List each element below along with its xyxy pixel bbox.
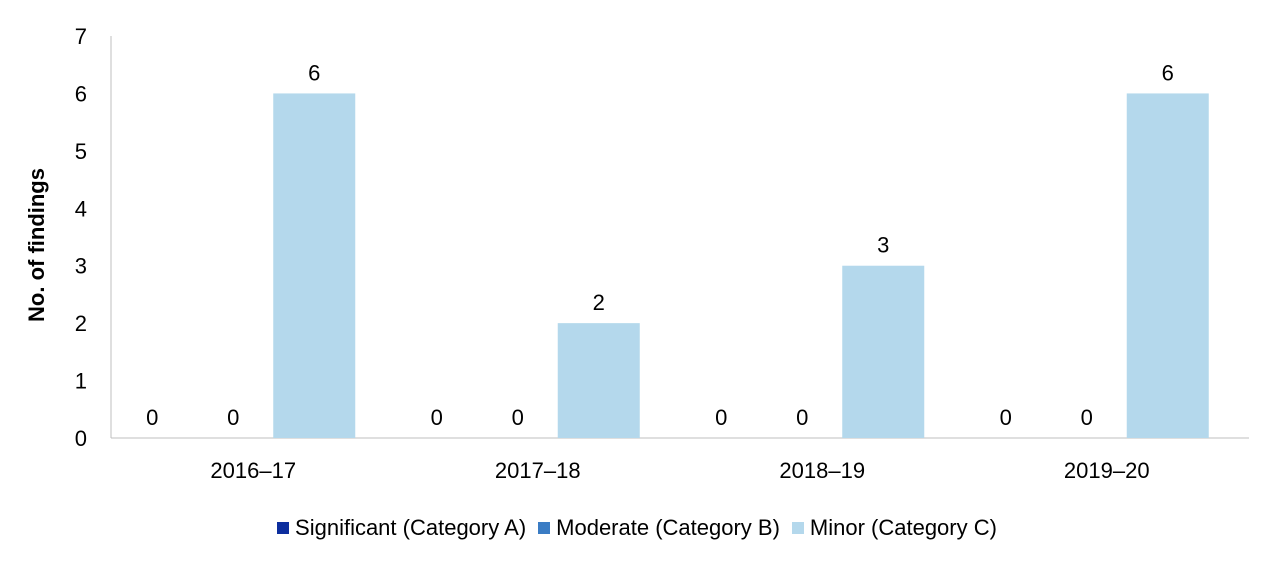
legend: Significant (Category A) Moderate (Catego… (0, 508, 1274, 548)
data-label: 6 (308, 60, 320, 85)
legend-item: Moderate (Category B) (538, 515, 780, 541)
data-label: 2 (593, 290, 605, 315)
legend-item: Minor (Category C) (791, 515, 997, 541)
x-tick-label: 2016–17 (210, 458, 296, 483)
y-tick-label: 1 (75, 369, 87, 394)
data-label: 6 (1162, 60, 1174, 85)
y-tick-label: 5 (75, 139, 87, 164)
y-axis: 0 1 2 3 4 5 6 7 (75, 24, 112, 451)
x-tick-label: 2019–20 (1064, 458, 1150, 483)
bars (273, 93, 1209, 438)
y-axis-label: No. of findings (24, 168, 49, 322)
legend-item: Significant (Category A) (277, 515, 526, 541)
data-label: 0 (431, 405, 443, 430)
y-tick-label: 7 (75, 24, 87, 49)
data-label: 0 (715, 405, 727, 430)
legend-swatch (277, 522, 290, 534)
data-label: 0 (512, 405, 524, 430)
bar (557, 323, 640, 438)
y-tick-label: 2 (75, 311, 87, 336)
y-tick-label: 0 (75, 426, 87, 451)
y-tick-label: 3 (75, 254, 87, 279)
x-tick-label: 2017–18 (495, 458, 581, 483)
data-label: 0 (227, 405, 239, 430)
x-axis: 2016–17 2017–18 2018–19 2019–20 (111, 437, 1249, 483)
legend-label: Significant (Category A) (295, 515, 527, 540)
bar (273, 93, 356, 438)
data-label: 0 (796, 405, 808, 430)
legend-label: Moderate (Category B) (556, 515, 780, 540)
x-tick-label: 2018–19 (779, 458, 865, 483)
data-label: 3 (877, 233, 889, 258)
legend-swatch (538, 522, 551, 534)
bar (842, 265, 925, 438)
bar (1126, 93, 1209, 438)
data-label: 0 (1081, 405, 1093, 430)
legend-swatch (791, 522, 804, 534)
data-label: 0 (146, 405, 158, 430)
y-tick-label: 4 (75, 196, 87, 221)
y-tick-label: 6 (75, 81, 87, 106)
data-labels: 0 0 6 0 0 2 0 0 3 0 0 6 (146, 60, 1174, 430)
data-label: 0 (1000, 405, 1012, 430)
legend-label: Minor (Category C) (809, 515, 997, 540)
